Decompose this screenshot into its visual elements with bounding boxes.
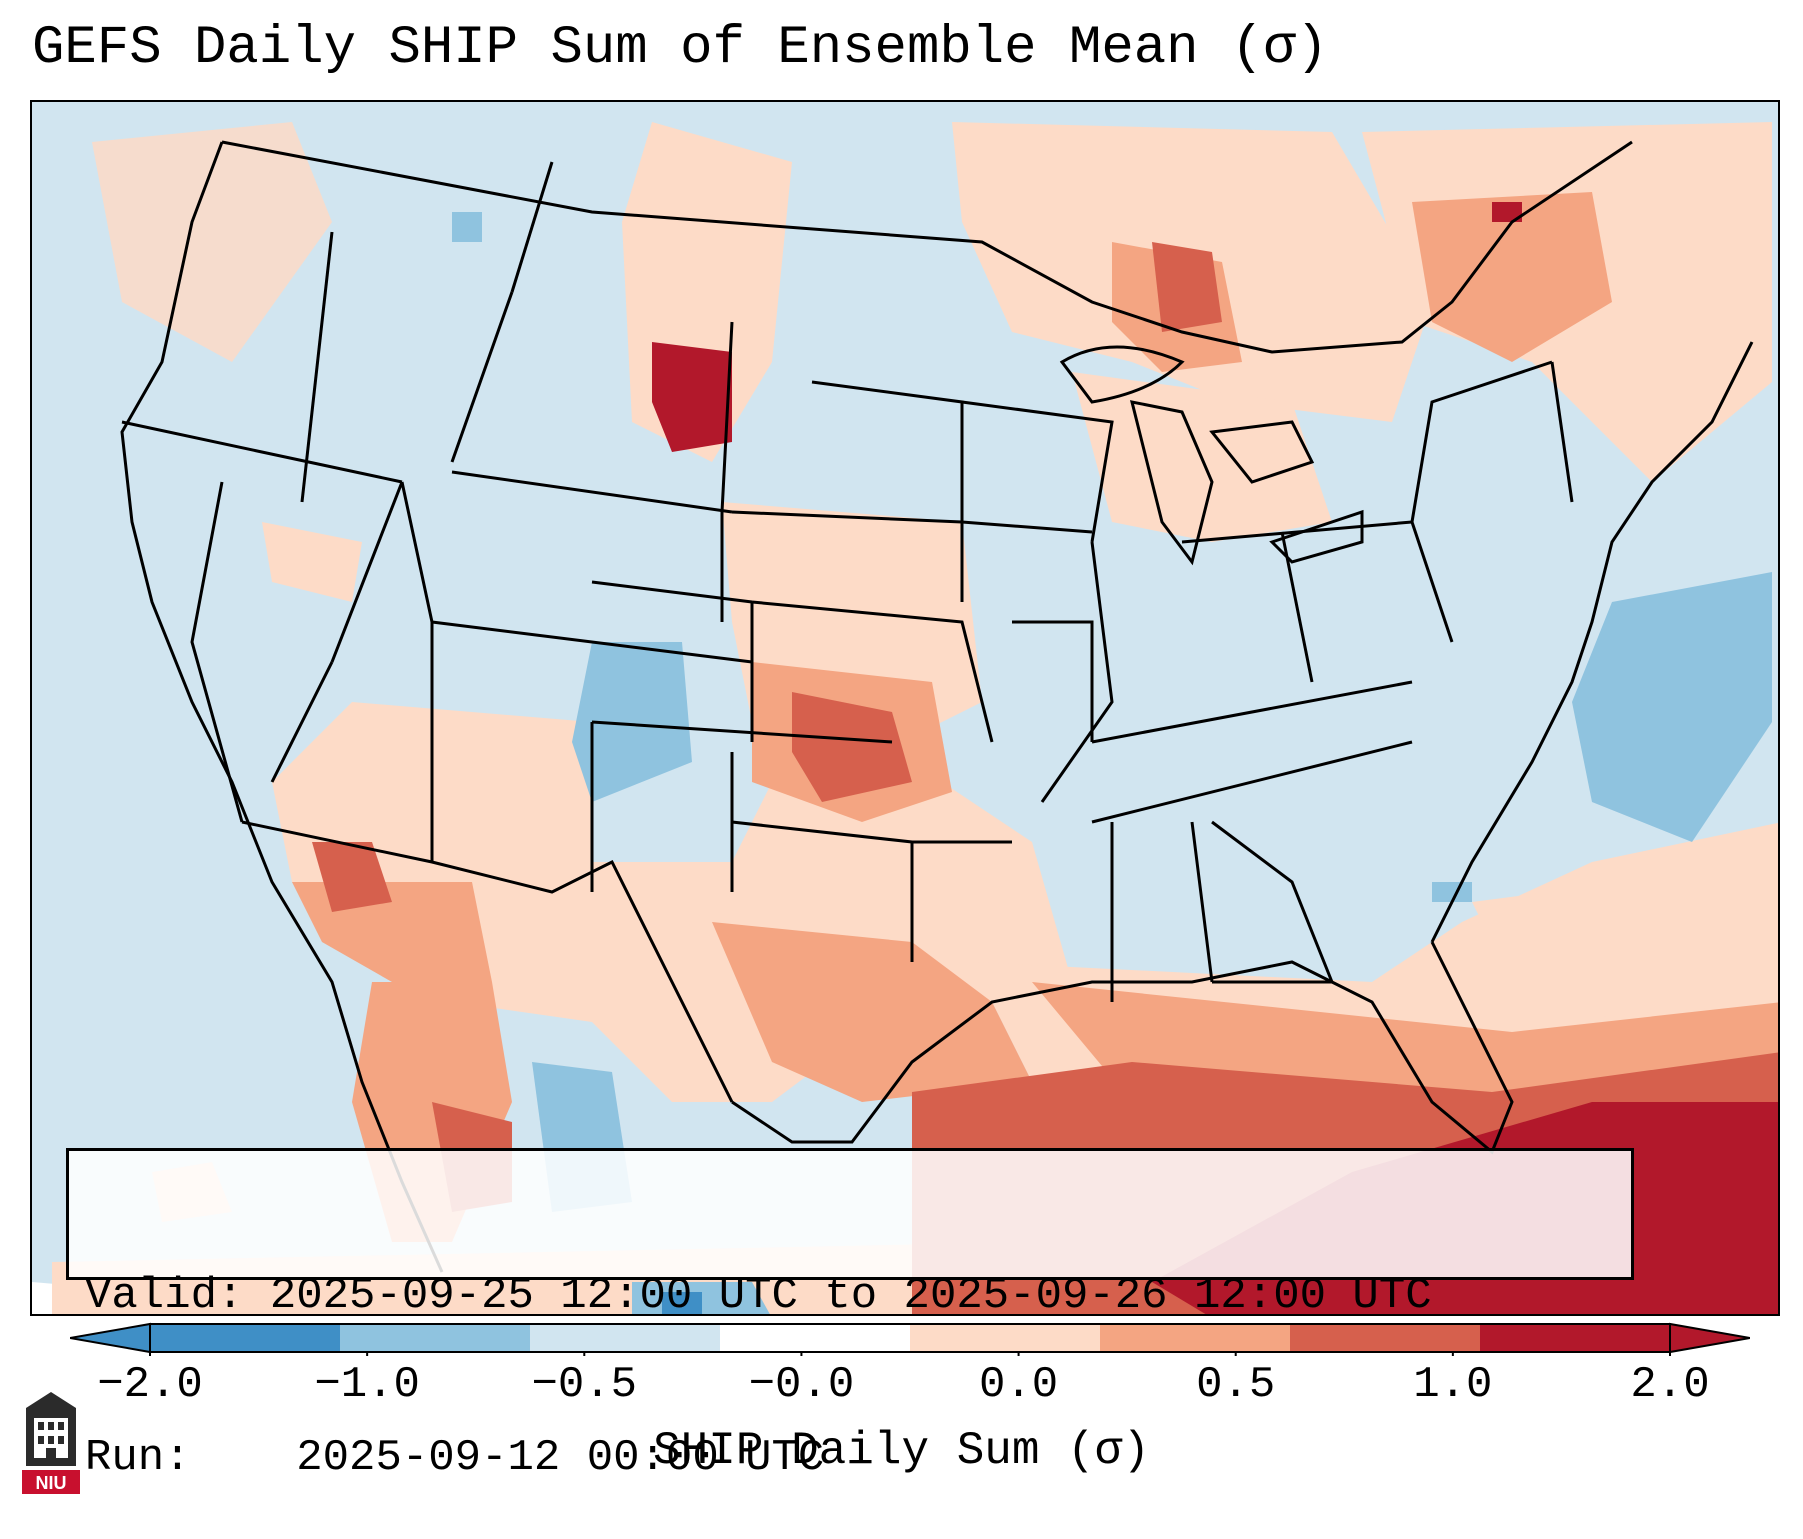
colorbar-tick-label: −0.0 (748, 1360, 855, 1410)
canada-border (221, 140, 1633, 354)
colorbar-tick-labels: −2.0 −1.0 −0.5 −0.0 0.0 0.5 1.0 2.0 (0, 1360, 1803, 1420)
logo-text: NIU (36, 1473, 67, 1493)
west-coast (120, 141, 444, 1273)
east-coast (1430, 341, 1754, 943)
run-label: Run: (85, 1433, 191, 1483)
run-value: 2025-09-12 00:00 UTC (296, 1433, 825, 1483)
colorbar-segment-7 (1480, 1324, 1671, 1352)
colorbar-segment-5 (1100, 1324, 1291, 1352)
colorbar-segment-2 (530, 1324, 721, 1352)
colorbar-tick-marks (149, 1352, 1671, 1356)
map-title: GEFS Daily SHIP Sum of Ensemble Mean (σ) (32, 18, 1329, 79)
valid-time-box: Valid: 2025-09-25 12:00 UTC to 2025-09-2… (66, 1148, 1634, 1483)
colorbar-segment-6 (1290, 1324, 1481, 1352)
colorbar-tick-label: 1.0 (1413, 1360, 1493, 1410)
boundaries (120, 140, 1754, 1273)
colorbar-segment-4 (910, 1324, 1101, 1352)
colorbar-segment-3 (720, 1324, 911, 1352)
colorbar-segments (150, 1324, 1671, 1352)
valid-label: Valid: (85, 1271, 244, 1321)
run-row: Run: 2025-09-12 00:00 UTC (85, 1431, 1631, 1485)
colorbar-segment-0 (150, 1324, 341, 1352)
colorbar-outline (149, 1323, 1671, 1353)
colorbar-tick-label: 0.0 (978, 1360, 1059, 1410)
valid-value: 2025-09-25 12:00 UTC to 2025-09-26 12:00… (269, 1271, 1432, 1321)
colorbar-right-extend (1669, 1322, 1750, 1354)
colorbar-tick-label: −2.0 (97, 1360, 203, 1410)
valid-row: Valid: 2025-09-25 12:00 UTC to 2025-09-2… (85, 1269, 1631, 1323)
colorbar (70, 1322, 1750, 1356)
colorbar-tick-label: −1.0 (314, 1360, 420, 1410)
colorbar-tick-label: 0.5 (1196, 1360, 1276, 1410)
colorbar-label: SHIP Daily Sum (σ) (653, 1425, 1150, 1477)
colorbar-segment-1 (340, 1324, 531, 1352)
colorbar-tick-label: −0.5 (531, 1360, 638, 1410)
colorbar-left-extend (70, 1322, 151, 1354)
map-canvas (32, 102, 1778, 1314)
colorbar-tick-label: 2.0 (1630, 1360, 1710, 1410)
gulf-coast (731, 941, 1514, 1155)
mexico-border (241, 820, 734, 1103)
map-panel (30, 100, 1780, 1316)
niu-logo: NIU (22, 1392, 80, 1494)
